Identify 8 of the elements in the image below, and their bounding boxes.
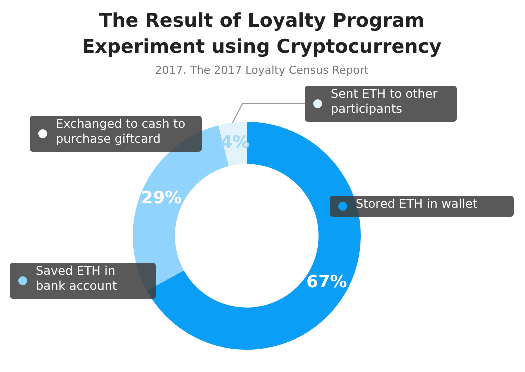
chart-title: The Result of Loyalty Program Experiment using Cryptocurrency: [82, 10, 442, 58]
legend-label: Exchanged to cash to purchase giftcard: [56, 117, 186, 146]
data-label: 67%: [306, 272, 348, 293]
legend-label: Sent ETH to other participants: [331, 87, 438, 116]
chart-subtitle: 2017. The 2017 Loyalty Census Report: [155, 64, 370, 77]
legend-label: Stored ETH in wallet: [356, 197, 478, 212]
legend-label: Saved ETH in bank account: [36, 264, 118, 294]
data-label: 29%: [141, 188, 182, 209]
